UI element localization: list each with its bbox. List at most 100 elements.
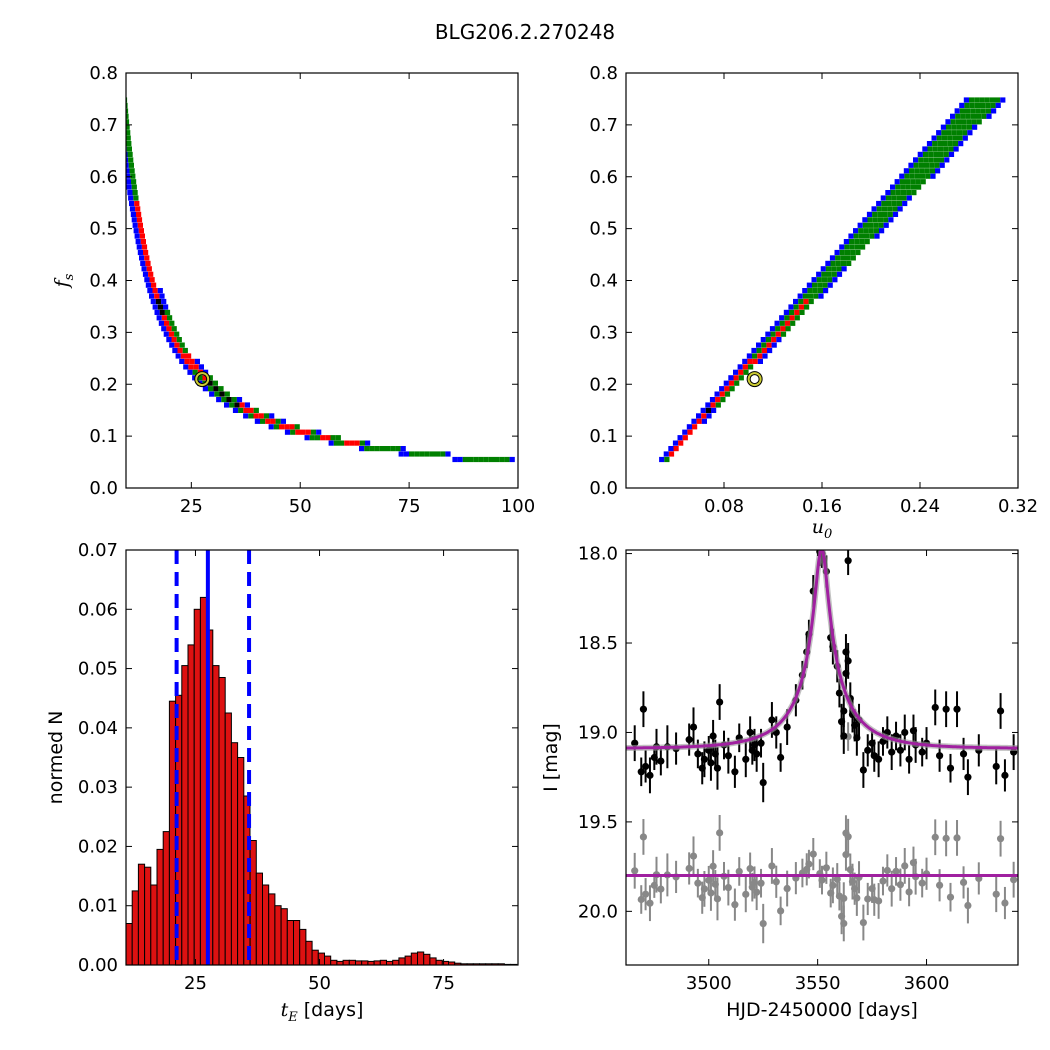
density-cell xyxy=(682,429,688,435)
x-axis-label-u0-sub: 0 xyxy=(824,527,832,542)
lightcurve-ytick-label: 19.0 xyxy=(578,722,618,743)
lightcurve-xtick-label: 3500 xyxy=(686,973,732,994)
density-cell xyxy=(696,418,702,424)
density-cell xyxy=(226,397,232,403)
density-cell xyxy=(737,364,743,370)
data-point xyxy=(844,657,852,665)
density-cell xyxy=(876,206,882,212)
fs-vs-u0-ytick-label: 0.8 xyxy=(589,63,618,84)
density-cell xyxy=(258,413,264,419)
density-cell xyxy=(126,141,132,147)
residual-point xyxy=(772,878,780,886)
panel-tE-histogram: 25 50 75 0.00 0.01 0.02 0.03 0.04 0.05 0.06 0.07 no… xyxy=(45,540,519,1025)
density-cell xyxy=(975,108,981,114)
density-cell xyxy=(710,402,716,408)
y-axis-label-fs-sub: s xyxy=(62,273,77,280)
density-cell xyxy=(806,282,812,288)
residual-point xyxy=(707,889,715,897)
density-cell xyxy=(129,206,136,212)
density-cell xyxy=(126,184,132,190)
density-cell xyxy=(928,151,934,157)
density-cell xyxy=(794,315,800,321)
x-axis-label-u0: u0 xyxy=(812,516,833,542)
density-cell xyxy=(780,326,786,332)
data-point xyxy=(946,764,955,772)
density-cell xyxy=(885,190,891,196)
density-cell xyxy=(180,353,186,359)
density-cell xyxy=(709,397,716,403)
density-cell xyxy=(192,369,198,375)
density-cell xyxy=(903,168,909,174)
density-cell xyxy=(775,326,781,332)
density-cell xyxy=(771,342,777,348)
density-cell xyxy=(869,233,875,239)
best-fit-marker xyxy=(747,372,762,387)
density-cell xyxy=(916,184,922,190)
histogram-bar xyxy=(398,957,406,966)
density-cell xyxy=(166,337,172,343)
density-cell xyxy=(184,358,190,364)
density-cell xyxy=(715,397,721,403)
lightcurve-ytick-label: 20.0 xyxy=(578,901,618,922)
density-cell xyxy=(853,233,859,239)
figure-title: BLG206.2.270248 xyxy=(434,20,616,44)
histogram-bar xyxy=(156,848,164,966)
histogram-bar xyxy=(230,742,239,966)
density-cell xyxy=(142,271,149,277)
density-cell xyxy=(934,162,940,168)
density-cell xyxy=(126,179,131,185)
density-cell xyxy=(179,358,185,364)
density-cell xyxy=(719,386,725,392)
tE-histogram-xtick-label: 50 xyxy=(308,973,331,994)
density-cell xyxy=(328,440,334,446)
density-cell xyxy=(899,179,905,185)
residual-point xyxy=(936,881,944,889)
fs-vs-tE-frame xyxy=(125,72,519,489)
x-axis-label-tE: tE [days] xyxy=(281,999,364,1025)
density-cell xyxy=(151,282,157,288)
panel-fs-vs-u0: 0.08 0.16 0.24 0.32 0.0 0.1 0.2 0.3 0.4 0.5 0.6 0.7… xyxy=(589,63,1038,542)
density-cell xyxy=(989,97,995,103)
x-axis-label-tE-suffix: [days] xyxy=(298,999,364,1021)
density-cell xyxy=(929,168,935,174)
density-cell xyxy=(927,146,933,152)
data-point xyxy=(768,716,776,724)
density-cell xyxy=(897,206,903,212)
density-cell xyxy=(174,331,180,337)
lightcurve-xtick-label: 3550 xyxy=(795,973,841,994)
histogram-bar xyxy=(280,908,288,966)
density-cell xyxy=(723,380,729,386)
lightcurve-frame xyxy=(625,549,1019,966)
data-point xyxy=(637,768,645,776)
density-cell xyxy=(911,190,917,196)
density-cell xyxy=(956,130,963,136)
density-cell xyxy=(305,429,311,435)
density-cell xyxy=(879,228,885,234)
density-cell xyxy=(954,108,960,114)
residual-point xyxy=(879,877,887,885)
density-cell xyxy=(414,451,420,457)
density-cell xyxy=(835,260,841,266)
density-cell xyxy=(742,364,748,370)
density-cell xyxy=(188,364,194,370)
residual-point xyxy=(833,875,841,883)
fs-vs-u0-xtick-label: 0.08 xyxy=(704,496,744,517)
density-cell xyxy=(208,386,214,392)
density-cell xyxy=(156,315,162,321)
density-cell xyxy=(354,440,360,446)
density-cell xyxy=(734,380,740,386)
fs-vs-tE-ytick-label: 0.4 xyxy=(89,271,118,292)
density-cell xyxy=(462,456,468,463)
density-cell xyxy=(224,391,230,397)
density-cell xyxy=(958,141,964,147)
density-cell xyxy=(910,184,916,190)
density-cell xyxy=(951,124,957,130)
density-cell xyxy=(705,402,711,408)
density-cell xyxy=(488,456,494,463)
density-cell xyxy=(126,108,129,114)
density-cell xyxy=(294,424,300,430)
fs-vs-u0-ytick-label: 0.6 xyxy=(589,167,618,188)
density-cell xyxy=(284,424,290,430)
histogram-bar xyxy=(144,866,152,966)
density-cell xyxy=(169,342,175,348)
